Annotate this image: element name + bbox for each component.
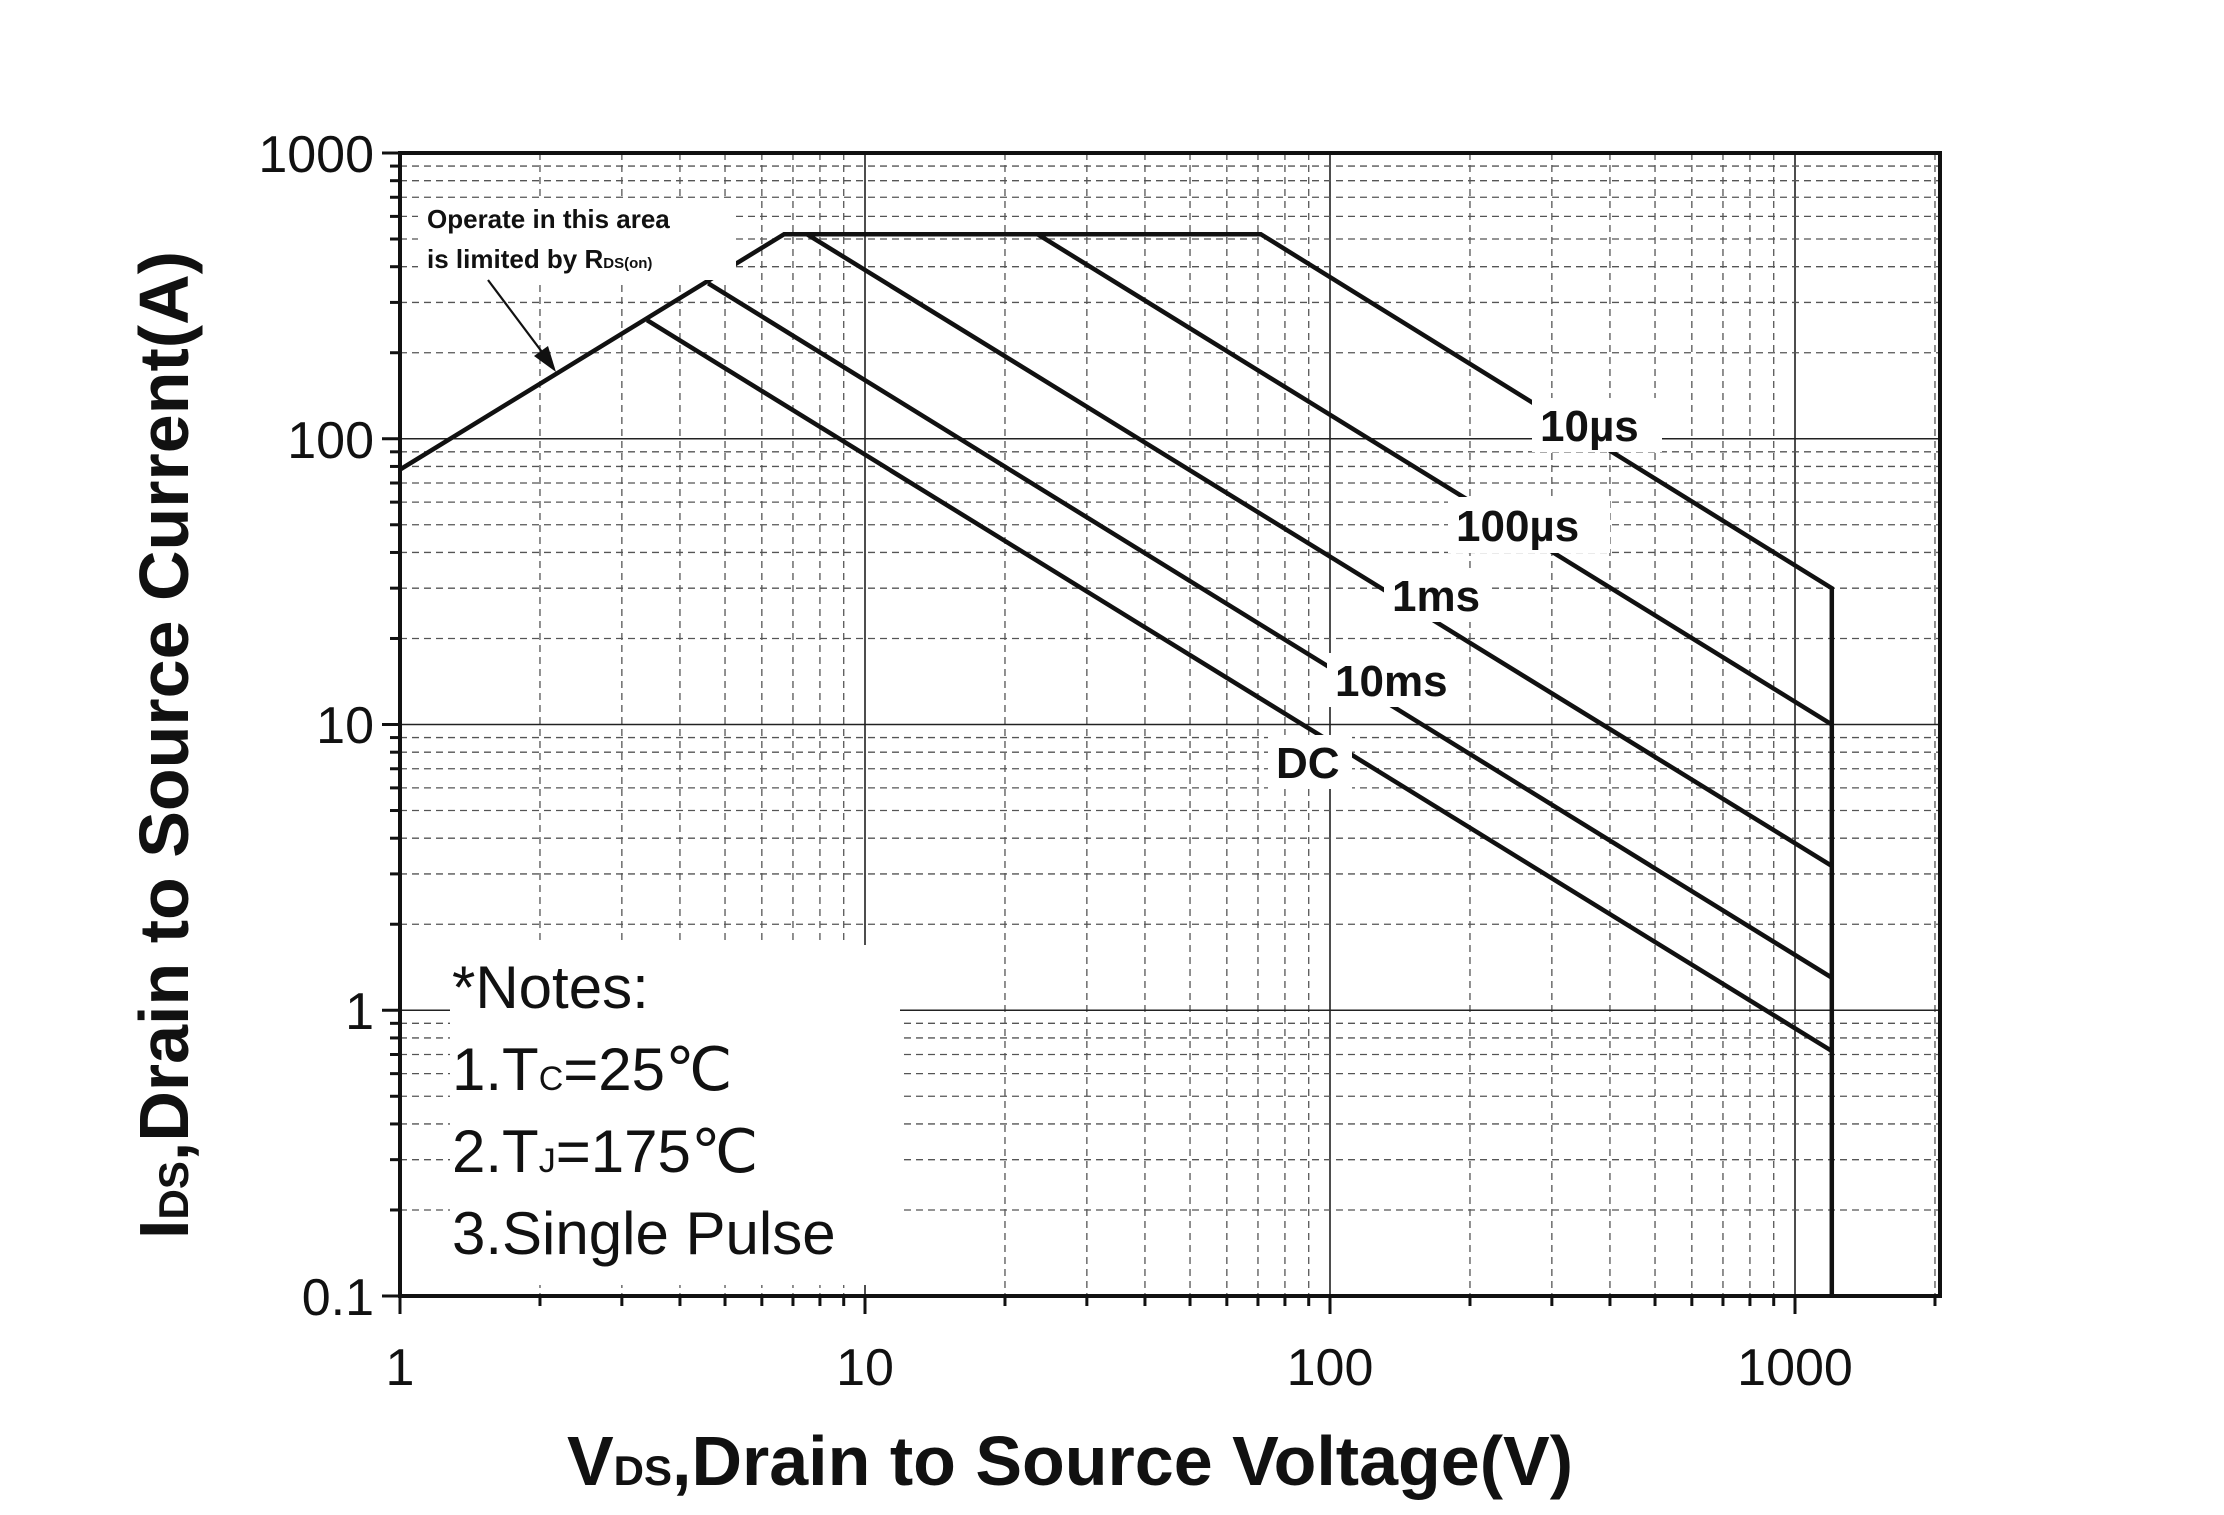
y-axis-title: IDS,Drain to Source Current(A) xyxy=(125,251,203,1239)
note-2-value: =175℃ xyxy=(556,1118,759,1185)
note-2: 2.TJ=175℃ xyxy=(452,1118,758,1185)
series-line-4 xyxy=(645,318,1833,1053)
notes-header: *Notes: xyxy=(452,954,649,1021)
label-bg-10ms xyxy=(1327,653,1469,707)
annotation-line-2-sub: DS(on) xyxy=(603,255,652,272)
y-axis-title-rest: ,Drain to Source Current(A) xyxy=(125,251,203,1161)
x-axis-title: VDS,Drain to Source Voltage(V) xyxy=(567,1422,1573,1500)
y-tick-label-10: 10 xyxy=(316,697,374,755)
x-axis-title-rest: ,Drain to Source Voltage(V) xyxy=(672,1422,1573,1500)
note-2-prefix: 2.T xyxy=(452,1118,539,1185)
series-label-10us: 10µs xyxy=(1540,402,1639,451)
x-axis-title-main: V xyxy=(567,1422,614,1500)
annotation-line-1: Operate in this area xyxy=(427,204,670,234)
tick-marks xyxy=(382,151,1937,1314)
note-1-sub: C xyxy=(539,1060,564,1098)
y-tick-label-0.1: 0.1 xyxy=(302,1269,374,1327)
annotation-arrow-line xyxy=(487,279,549,361)
annotation-bg xyxy=(418,200,736,280)
series-label-100us: 100µs xyxy=(1456,502,1579,551)
x-axis-title-sub: DS xyxy=(614,1447,672,1494)
y-axis-title-sub: DS xyxy=(150,1161,197,1219)
note-2-sub: J xyxy=(539,1142,556,1180)
label-bg-100us xyxy=(1448,497,1610,553)
note-1: 1.TC=25℃ xyxy=(452,1036,732,1103)
label-bg-1ms xyxy=(1384,568,1492,622)
notes-bg xyxy=(450,945,900,1285)
note-3: 3.Single Pulse xyxy=(452,1200,836,1267)
curve-layer xyxy=(398,231,1835,1296)
y-tick-label-1: 1 xyxy=(345,983,374,1041)
series-label-dc: DC xyxy=(1276,739,1340,788)
note-1-value: =25℃ xyxy=(563,1036,732,1103)
series-line-2 xyxy=(805,232,1833,868)
annotation-line-2-main: is limited by R xyxy=(427,244,603,274)
label-bg-10us xyxy=(1532,398,1662,452)
series-line-1 xyxy=(1036,232,1833,727)
y-tick-label-1000: 1000 xyxy=(258,126,374,184)
label-bg-dc xyxy=(1268,735,1352,789)
series-label-10ms: 10ms xyxy=(1335,657,1448,706)
x-tick-label-10: 10 xyxy=(836,1339,894,1397)
series-line-3 xyxy=(707,281,1833,980)
y-axis-title-main: I xyxy=(125,1219,203,1238)
series-line-0 xyxy=(398,231,1835,1296)
x-tick-label-100: 100 xyxy=(1287,1339,1374,1397)
series-label-1ms: 1ms xyxy=(1392,572,1480,621)
x-tick-label-1000: 1000 xyxy=(1737,1339,1853,1397)
annotation-arrowhead xyxy=(534,346,556,372)
annotation-line-2: is limited by RDS(on) xyxy=(427,244,652,274)
x-tick-label-1: 1 xyxy=(386,1339,415,1397)
note-1-prefix: 1.T xyxy=(452,1036,539,1103)
y-tick-label-100: 100 xyxy=(287,412,374,470)
